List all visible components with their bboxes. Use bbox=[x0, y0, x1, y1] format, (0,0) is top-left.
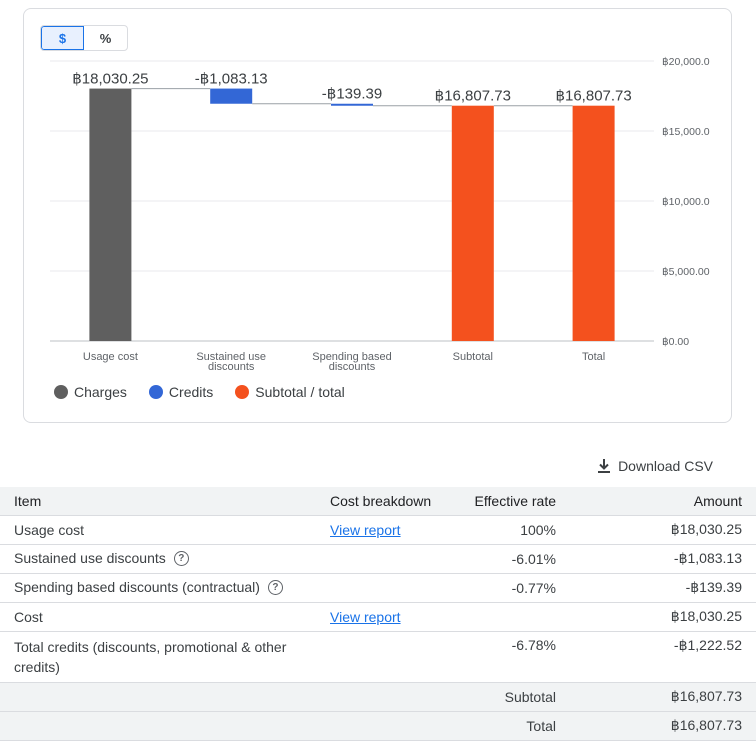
row-rate: 100% bbox=[446, 515, 570, 545]
row-item-label: Spending based discounts (contractual) bbox=[14, 579, 260, 596]
row-amount: -฿1,083.13 bbox=[570, 544, 756, 574]
table-row-total: Total ฿16,807.73 bbox=[0, 711, 756, 741]
download-csv-button[interactable]: Download CSV bbox=[596, 458, 713, 474]
table-row-total-credits: Total credits (discounts, promotional & … bbox=[0, 631, 756, 683]
row-amount: ฿18,030.25 bbox=[570, 602, 756, 632]
y-tick-label: ฿0.00 bbox=[662, 336, 689, 348]
bar-value-label: -฿1,083.13 bbox=[195, 71, 268, 88]
table-row-sustained-use: Sustained use discounts? -6.01% -฿1,083.… bbox=[0, 544, 756, 574]
bar-value-label: -฿139.39 bbox=[322, 86, 382, 103]
table-row-spending-based: Spending based discounts (contractual)? … bbox=[0, 573, 756, 603]
y-tick-label: ฿5,000.00 bbox=[662, 266, 710, 278]
chart-legend: Charges Credits Subtotal / total bbox=[54, 384, 345, 400]
header-cost-breakdown: Cost breakdown bbox=[316, 487, 446, 516]
row-amount: -฿1,222.52 bbox=[570, 631, 756, 683]
percent-toggle-button[interactable]: % bbox=[99, 30, 112, 46]
legend-label-credits: Credits bbox=[168, 384, 214, 400]
waterfall-chart: ฿0.00 ฿5,000.00 ฿10,000.0 ฿15,000.0 ฿20,000.… bbox=[50, 56, 710, 373]
view-report-link-usage[interactable]: View report bbox=[330, 521, 401, 538]
bar-value-label: ฿18,030.25 bbox=[72, 71, 148, 88]
bar-credit bbox=[210, 88, 253, 104]
header-effective-rate: Effective rate bbox=[446, 487, 570, 516]
bar-value-label: ฿16,807.73 bbox=[555, 88, 631, 105]
help-icon[interactable]: ? bbox=[173, 550, 189, 566]
legend-label-subtotal-total: Subtotal / total bbox=[255, 384, 345, 400]
unit-toggle[interactable]: $ % bbox=[40, 25, 128, 51]
header-item: Item bbox=[0, 487, 316, 516]
row-breakdown-empty bbox=[316, 544, 446, 574]
total-amount: ฿16,807.73 bbox=[570, 711, 756, 741]
credits-legend-dot bbox=[148, 385, 163, 399]
row-amount: ฿18,030.25 bbox=[570, 515, 756, 545]
x-tick-label: Total bbox=[582, 351, 605, 363]
view-report-link-cost[interactable]: View report bbox=[330, 608, 401, 625]
cost-breakdown-table: Item Cost breakdown Effective rate Amoun… bbox=[0, 487, 756, 741]
x-tick-label: Spending based discounts bbox=[312, 351, 392, 373]
row-rate: -6.01% bbox=[446, 544, 570, 574]
y-tick-label: ฿15,000.0 bbox=[662, 126, 710, 138]
legend-item-subtotal-total[interactable]: Subtotal / total bbox=[235, 384, 345, 400]
row-breakdown-empty bbox=[316, 573, 446, 603]
y-tick-label: ฿20,000.0 bbox=[662, 56, 710, 68]
bar-total bbox=[451, 105, 494, 342]
total-label: Total bbox=[446, 711, 570, 741]
row-breakdown-empty bbox=[316, 631, 446, 683]
legend-item-charges[interactable]: Charges bbox=[54, 384, 127, 400]
subtotal-label: Subtotal bbox=[446, 682, 570, 712]
row-rate: -6.78% bbox=[446, 631, 570, 683]
legend-item-credits[interactable]: Credits bbox=[148, 384, 214, 400]
table-row-subtotal: Subtotal ฿16,807.73 bbox=[0, 682, 756, 712]
header-amount: Amount bbox=[570, 487, 756, 516]
row-amount: -฿139.39 bbox=[570, 573, 756, 603]
x-tick-label: Subtotal bbox=[453, 351, 493, 363]
bar-total bbox=[572, 105, 615, 342]
table-row-cost: Cost View report ฿18,030.25 bbox=[0, 602, 756, 632]
download-icon bbox=[598, 459, 611, 473]
x-tick-label: Usage cost bbox=[83, 351, 138, 363]
x-tick-label: Sustained use discounts bbox=[196, 351, 266, 373]
row-rate-empty bbox=[446, 602, 570, 632]
subtotal-amount: ฿16,807.73 bbox=[570, 682, 756, 712]
bar-charge bbox=[89, 88, 132, 341]
bar-credit bbox=[331, 103, 373, 106]
help-icon[interactable]: ? bbox=[267, 579, 283, 595]
table-header-row: Item Cost breakdown Effective rate Amoun… bbox=[0, 487, 756, 516]
row-item-label: Usage cost bbox=[0, 515, 316, 545]
legend-label-charges: Charges bbox=[74, 384, 127, 400]
download-csv-label: Download CSV bbox=[618, 458, 713, 474]
dollar-toggle-button[interactable]: $ bbox=[41, 26, 84, 50]
table-row-usage-cost: Usage cost View report 100% ฿18,030.25 bbox=[0, 515, 756, 545]
row-item-label: Sustained use discounts bbox=[14, 550, 166, 567]
row-item-label: Cost bbox=[0, 602, 316, 632]
subtotal-legend-dot bbox=[235, 385, 250, 399]
charges-legend-dot bbox=[54, 385, 68, 399]
y-tick-label: ฿10,000.0 bbox=[662, 196, 710, 208]
row-item-label: Total credits (discounts, promotional & … bbox=[0, 631, 316, 683]
row-rate: -0.77% bbox=[446, 573, 570, 603]
bar-value-label: ฿16,807.73 bbox=[435, 88, 511, 105]
